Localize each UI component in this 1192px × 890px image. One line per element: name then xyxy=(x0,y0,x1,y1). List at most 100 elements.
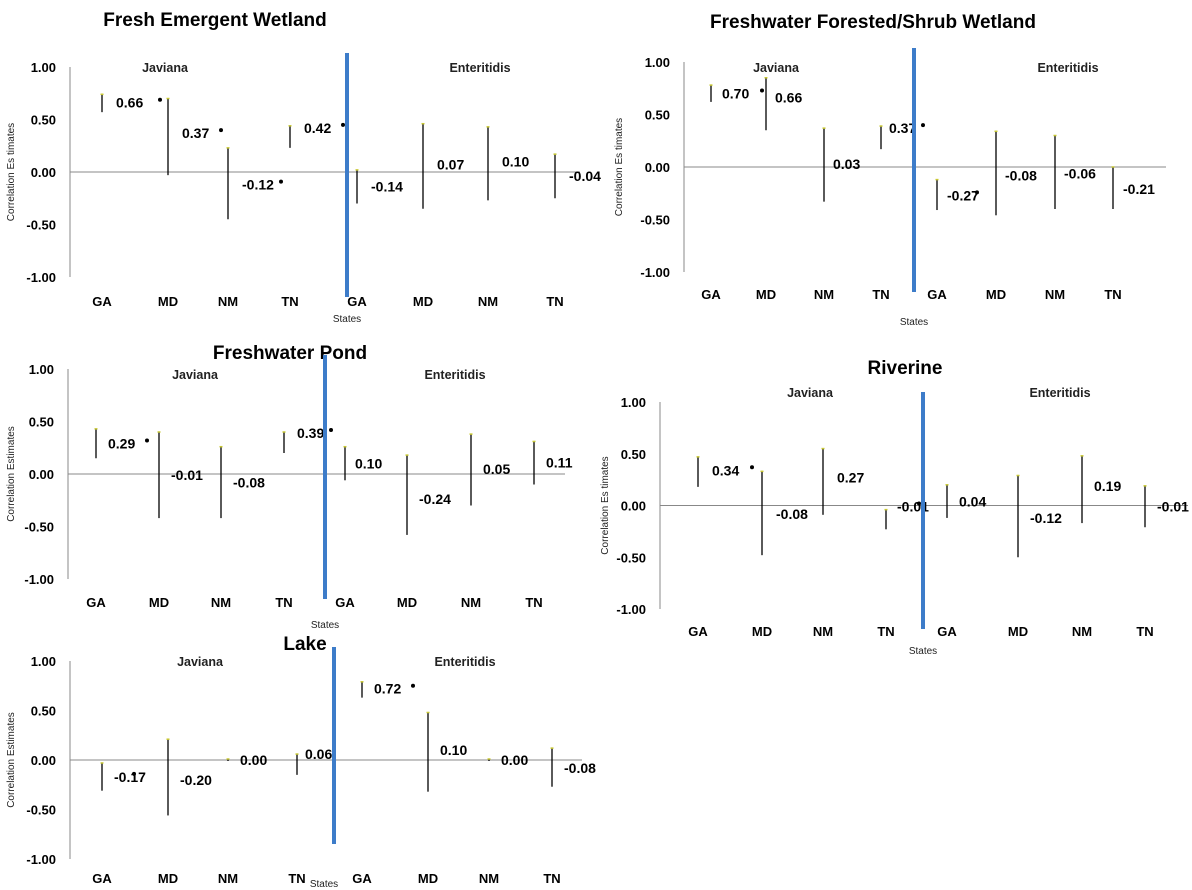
y-tick-label: -0.50 xyxy=(24,520,54,535)
significance-dot xyxy=(975,190,979,195)
y-tick-label: 1.00 xyxy=(31,654,56,669)
x-tick-label: TN xyxy=(288,871,305,886)
x-tick-label: TN xyxy=(281,294,298,309)
data-label: -0.04 xyxy=(569,168,601,184)
significance-dot xyxy=(279,179,283,184)
x-tick-label: MD xyxy=(397,595,417,610)
x-tick-label: GA xyxy=(86,595,106,610)
x-tick-label: NM xyxy=(478,294,498,309)
x-tick-label: NM xyxy=(813,624,833,639)
x-axis-label: States xyxy=(909,646,937,657)
x-tick-label: MD xyxy=(1008,624,1028,639)
x-tick-label: MD xyxy=(756,287,776,302)
y-tick-label: -0.50 xyxy=(640,213,670,228)
data-label: 0.19 xyxy=(1094,478,1121,494)
chart-title: Freshwater Forested/Shrub Wetland xyxy=(710,12,1036,33)
y-tick-label: 0.00 xyxy=(621,499,646,514)
y-axis-label: Correlation Es timates xyxy=(600,456,611,554)
y-tick-label: -1.00 xyxy=(26,270,56,285)
data-label: 0.04 xyxy=(959,493,986,509)
group-label: Enteritidis xyxy=(434,655,495,669)
x-tick-label: TN xyxy=(877,624,894,639)
y-tick-label: 0.50 xyxy=(645,108,670,123)
group-label: Enteritidis xyxy=(449,61,510,75)
data-label: 0.66 xyxy=(775,90,802,106)
significance-dot xyxy=(341,122,345,127)
x-tick-label: NM xyxy=(1045,287,1065,302)
x-tick-label: GA xyxy=(688,624,708,639)
data-label: -0.27 xyxy=(947,187,979,203)
group-label: Javiana xyxy=(753,61,800,75)
x-tick-label: MD xyxy=(158,294,178,309)
x-axis-label: States xyxy=(310,879,338,890)
x-tick-label: TN xyxy=(525,595,542,610)
data-label: -0.14 xyxy=(371,179,403,195)
chart-riverine: Riverine 1.00 0.50 0.00 -0.50 -1.00 Correlatio… xyxy=(590,352,1192,662)
x-tick-label: MD xyxy=(418,871,438,886)
x-tick-label: TN xyxy=(1136,624,1153,639)
data-label: -0.21 xyxy=(1123,181,1155,197)
x-axis-label: States xyxy=(333,314,361,325)
chart-freshwater-forested-shrub-wetland: Freshwater Forested/Shrub Wetland 1.00 0.5… xyxy=(598,0,1192,330)
data-label: -0.20 xyxy=(180,772,212,788)
group-label: Javiana xyxy=(142,61,189,75)
data-label: -0.08 xyxy=(776,506,808,522)
chart-svg: Freshwater Pond 1.00 0.50 0.00 -0.50 -1.00 Cor… xyxy=(6,343,573,631)
y-tick-label: 0.00 xyxy=(31,165,56,180)
group-label: Javiana xyxy=(787,386,834,400)
chart-title: Freshwater Pond xyxy=(213,343,367,364)
data-label: -0.24 xyxy=(419,491,451,507)
y-tick-label: 0.00 xyxy=(29,467,54,482)
data-label: -0.12 xyxy=(242,177,274,193)
x-tick-label: GA xyxy=(335,595,355,610)
x-tick-label: TN xyxy=(546,294,563,309)
x-tick-label: TN xyxy=(275,595,292,610)
y-axis-label: Correlation Es timates xyxy=(614,118,625,216)
x-tick-label: TN xyxy=(872,287,889,302)
y-tick-label: 0.00 xyxy=(645,160,670,175)
data-label: 0.10 xyxy=(502,154,529,170)
data-label: 0.72 xyxy=(374,681,401,697)
y-axis-label: Correlation Estimates xyxy=(6,426,17,522)
x-tick-label: GA xyxy=(347,294,367,309)
significance-dot xyxy=(132,771,136,776)
data-label: -0.01 xyxy=(171,467,203,483)
x-tick-label: NM xyxy=(814,287,834,302)
y-tick-label: -0.50 xyxy=(26,218,56,233)
chart-svg: Riverine 1.00 0.50 0.00 -0.50 -1.00 Correlatio… xyxy=(600,358,1189,657)
significance-dot xyxy=(750,465,754,470)
y-tick-label: 1.00 xyxy=(31,60,56,75)
data-label: -0.08 xyxy=(1005,167,1037,183)
significance-dot xyxy=(921,123,925,128)
y-tick-label: 1.00 xyxy=(645,55,670,70)
x-tick-label: GA xyxy=(701,287,721,302)
data-label: -0.01 xyxy=(1157,499,1189,515)
y-tick-label: 0.50 xyxy=(31,704,56,719)
chart-title: Riverine xyxy=(868,358,943,379)
x-tick-label: GA xyxy=(92,294,112,309)
chart-svg: Freshwater Forested/Shrub Wetland 1.00 0.5… xyxy=(614,12,1166,328)
x-tick-label: TN xyxy=(1104,287,1121,302)
y-tick-label: 1.00 xyxy=(621,395,646,410)
y-tick-label: -1.00 xyxy=(24,572,54,587)
y-tick-label: 0.50 xyxy=(621,447,646,462)
data-label: 0.29 xyxy=(108,436,135,452)
x-tick-label: GA xyxy=(927,287,947,302)
significance-dot xyxy=(760,88,764,93)
data-label: 0.39 xyxy=(297,425,324,441)
data-label: 0.27 xyxy=(837,470,864,486)
chart-freshwater-pond: Freshwater Pond 1.00 0.50 0.00 -0.50 -1.00 Cor… xyxy=(0,335,600,635)
data-label: 0.34 xyxy=(712,462,739,478)
x-tick-label: MD xyxy=(158,871,178,886)
x-tick-label: NM xyxy=(211,595,231,610)
x-tick-label: GA xyxy=(352,871,372,886)
data-label: 0.10 xyxy=(440,742,467,758)
data-label: 0.05 xyxy=(483,461,510,477)
x-tick-label: MD xyxy=(986,287,1006,302)
data-label: 0.00 xyxy=(240,752,267,768)
y-tick-label: 0.00 xyxy=(31,753,56,768)
data-label: 0.10 xyxy=(355,456,382,472)
significance-dot xyxy=(411,683,415,688)
chart-svg: Lake 1.00 0.50 0.00 -0.50 -1.00 Correlation Es… xyxy=(6,634,596,890)
x-tick-label: NM xyxy=(461,595,481,610)
